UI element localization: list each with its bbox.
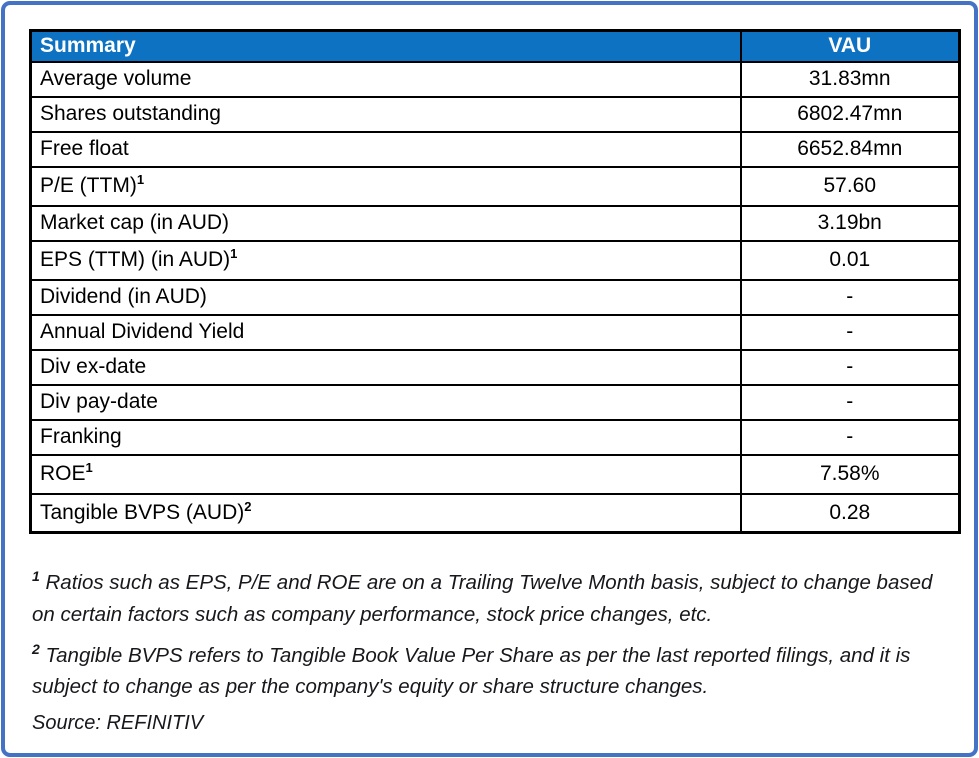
row-value: 57.60 xyxy=(739,165,961,207)
table-row: ROE1 7.58% xyxy=(29,453,961,495)
summary-table-body: Average volume 31.83mn Shares outstanding 6… xyxy=(29,60,961,534)
row-value: - xyxy=(739,313,961,351)
footnote-ref: 1 xyxy=(85,460,93,475)
row-label: Shares outstanding xyxy=(29,95,742,133)
table-row: Shares outstanding 6802.47mn xyxy=(29,95,961,133)
table-row: P/E (TTM)1 57.60 xyxy=(29,165,961,207)
table-row: Div pay-date - xyxy=(29,383,961,421)
row-label: EPS (TTM) (in AUD)1 xyxy=(29,239,742,281)
row-value: - xyxy=(739,278,961,316)
summary-table: Summary VAU Average volume 31.83mn Shares … xyxy=(29,29,961,534)
footnote-1-text: Ratios such as EPS, P/E and ROE are on a… xyxy=(32,571,933,626)
footnote-1: 1 Ratios such as EPS, P/E and ROE are on… xyxy=(32,567,944,631)
header-ticker-cell: VAU xyxy=(739,29,961,63)
header-summary-cell: Summary xyxy=(29,29,742,63)
row-value: 6652.84mn xyxy=(739,130,961,168)
footnote-2-text: Tangible BVPS refers to Tangible Book Va… xyxy=(32,643,911,699)
row-value: 7.58% xyxy=(739,453,961,495)
table-row: Market cap (in AUD) 3.19bn xyxy=(29,204,961,242)
row-value: 0.01 xyxy=(739,239,961,281)
table-row: Div ex-date - xyxy=(29,348,961,386)
row-label: Div ex-date xyxy=(29,348,742,386)
table-row: EPS (TTM) (in AUD)1 0.01 xyxy=(29,239,961,281)
source-note: Source: REFINITIV xyxy=(32,712,204,735)
footnote-2-marker: 2 xyxy=(32,640,40,657)
table-row: Dividend (in AUD) - xyxy=(29,278,961,316)
row-value: - xyxy=(739,383,961,421)
row-value: 3.19bn xyxy=(739,204,961,242)
table-row: Average volume 31.83mn xyxy=(29,60,961,98)
row-label: Franking xyxy=(29,418,742,456)
footnotes: 1 Ratios such as EPS, P/E and ROE are on… xyxy=(32,567,944,735)
table-row: Free float 6652.84mn xyxy=(29,130,961,168)
row-value: 31.83mn xyxy=(739,60,961,98)
table-row: Annual Dividend Yield - xyxy=(29,313,961,351)
row-label: Average volume xyxy=(29,60,742,98)
table-row: Franking - xyxy=(29,418,961,456)
row-value: 6802.47mn xyxy=(739,95,961,133)
row-label: Free float xyxy=(29,130,742,168)
footnote-ref: 2 xyxy=(244,498,252,514)
table-row: Tangible BVPS (AUD)2 0.28 xyxy=(29,492,961,534)
row-label: Div pay-date xyxy=(29,383,742,421)
footnote-ref: 1 xyxy=(136,172,145,187)
row-value: - xyxy=(739,348,961,386)
row-value: 0.28 xyxy=(739,492,961,534)
row-label: P/E (TTM)1 xyxy=(29,165,742,207)
table-header-row: Summary VAU xyxy=(29,29,961,63)
footnote-2: 2 Tangible BVPS refers to Tangible Book … xyxy=(32,640,944,704)
footnote-ref: 1 xyxy=(230,246,238,261)
row-label: Annual Dividend Yield xyxy=(29,313,742,351)
footnote-1-marker: 1 xyxy=(32,568,40,585)
row-value: - xyxy=(739,418,961,456)
row-label: Tangible BVPS (AUD)2 xyxy=(29,492,742,534)
row-label: ROE1 xyxy=(29,453,742,495)
row-label: Market cap (in AUD) xyxy=(29,204,742,242)
row-label: Dividend (in AUD) xyxy=(29,278,742,316)
